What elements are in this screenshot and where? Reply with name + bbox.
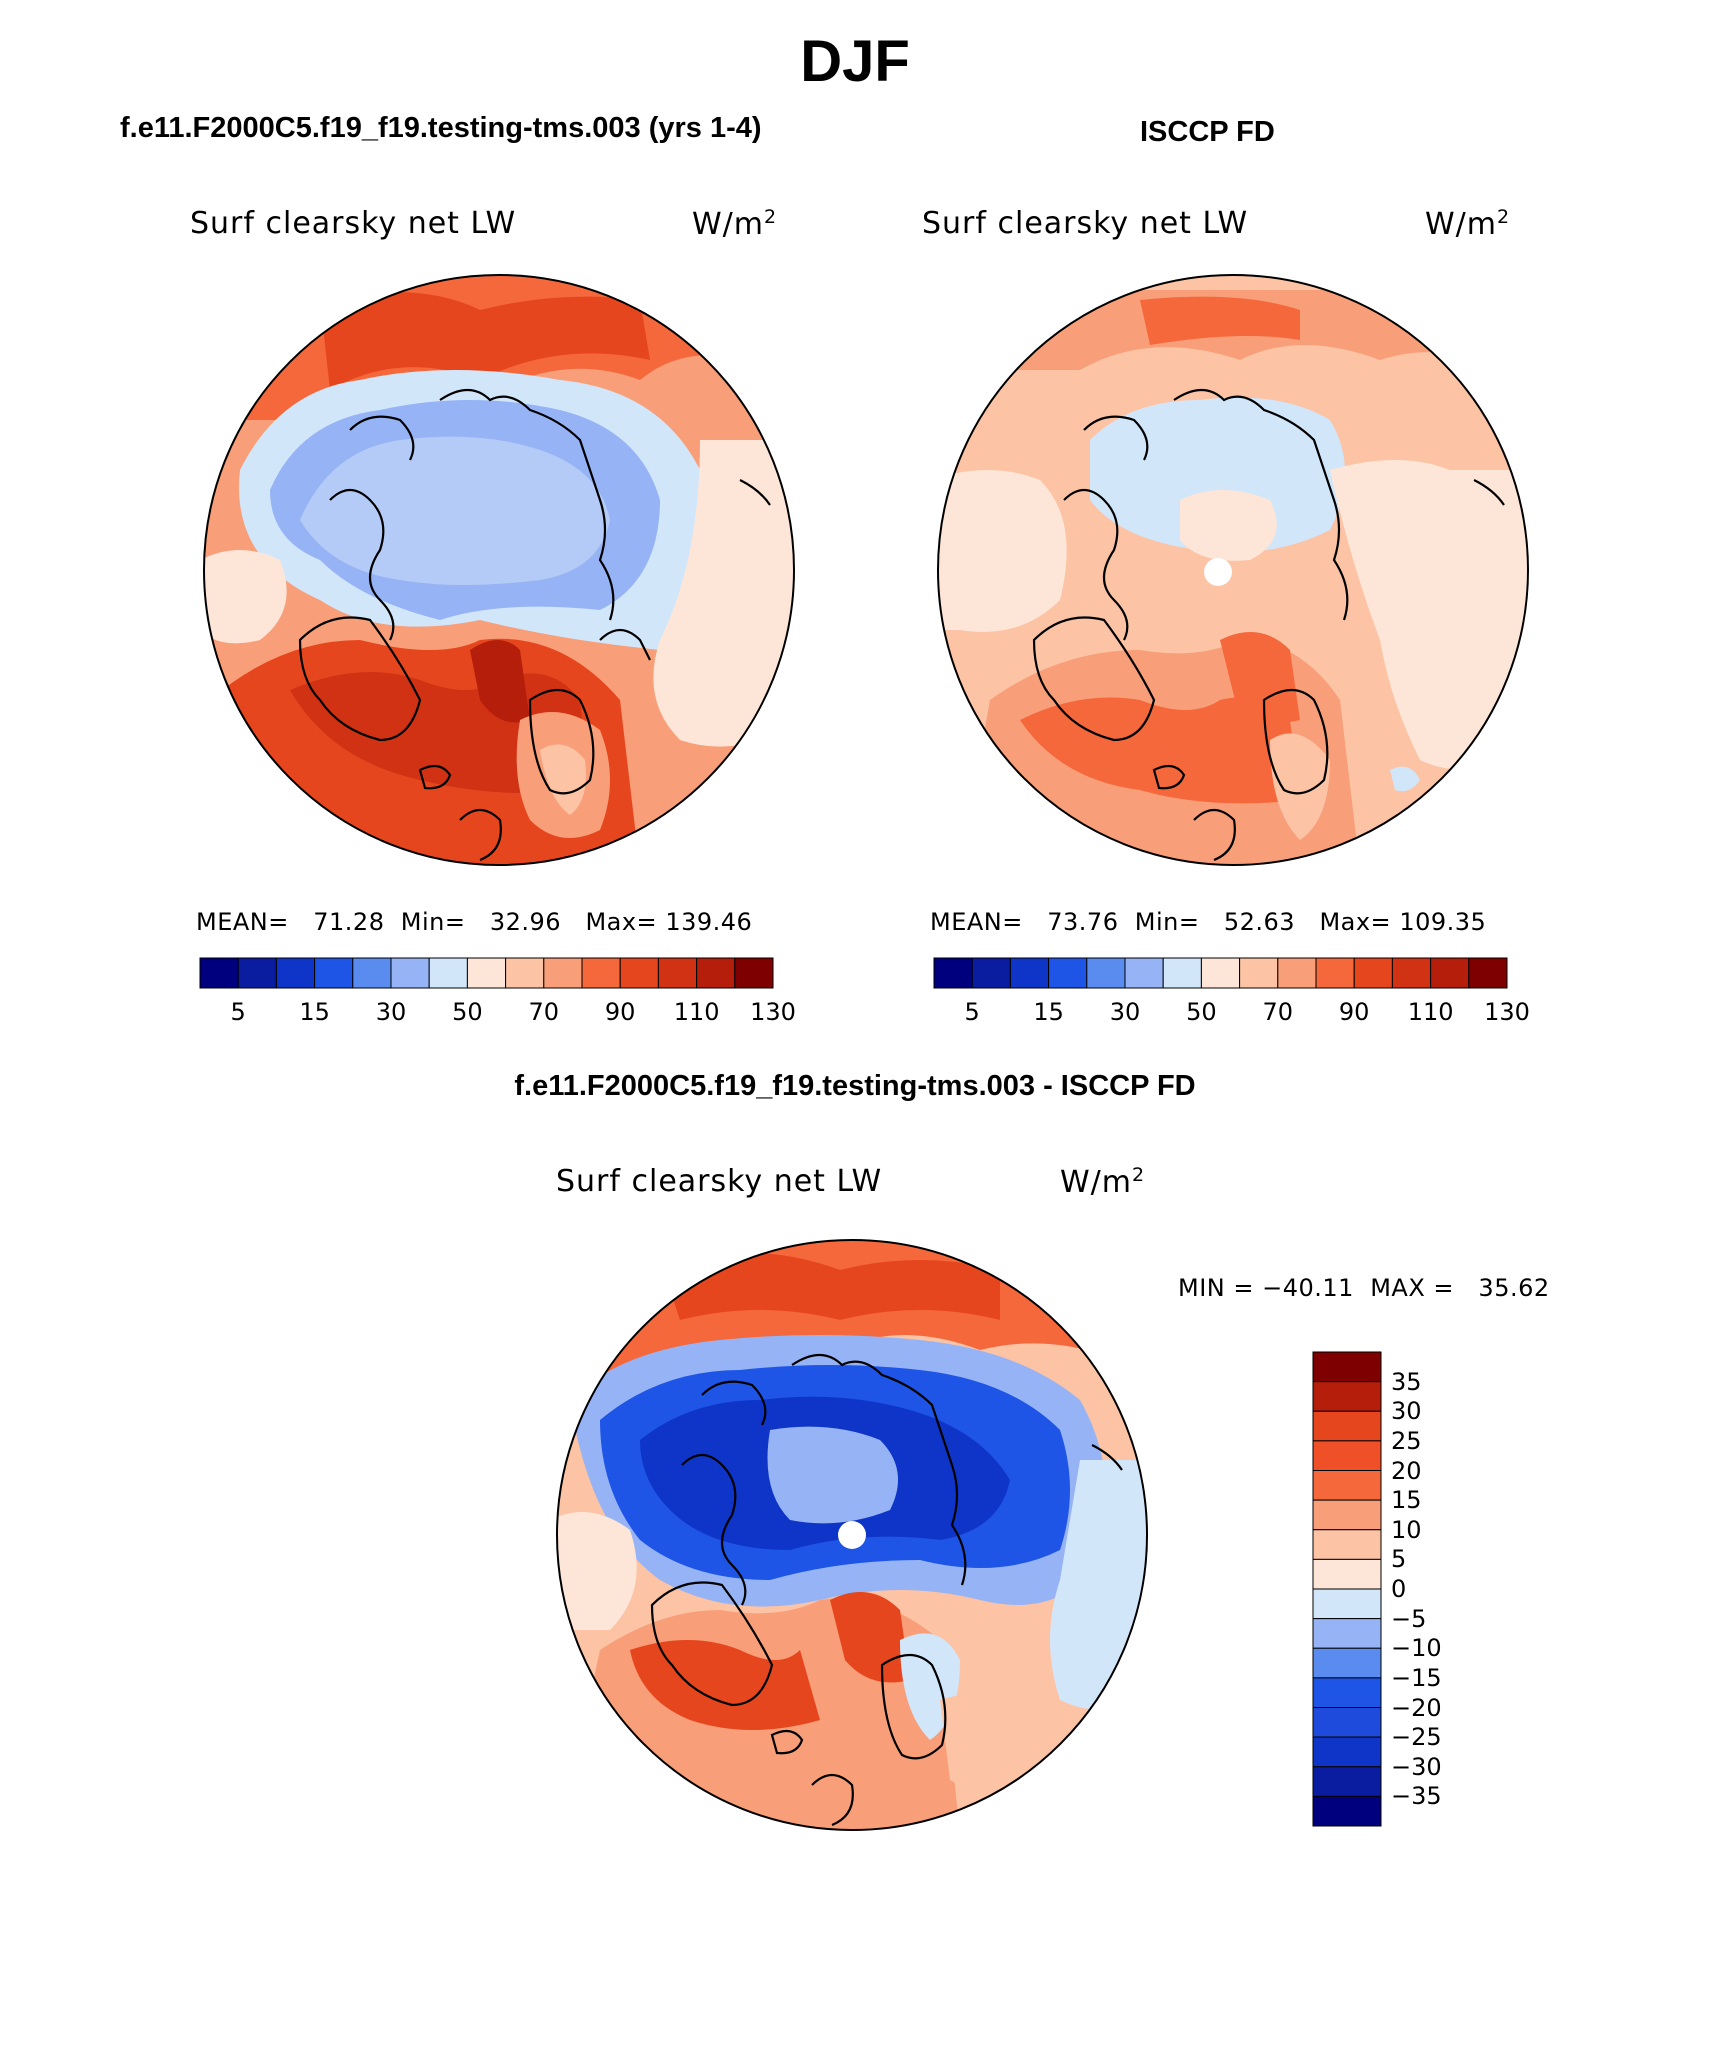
panel-1-colorbar-box xyxy=(696,957,736,989)
panel-3-colorbar-box xyxy=(1312,1618,1382,1649)
panel-2-colorbar-box xyxy=(1430,957,1470,989)
panel-2-colorbar-tick-label: 90 xyxy=(1338,998,1370,1026)
panel-2-colorbar-box xyxy=(1200,957,1241,989)
panel-1-colorbar-tick-label: 130 xyxy=(750,998,796,1026)
panel-1-colorbar-box xyxy=(505,957,545,989)
panel-2-colorbar-tick-label: 70 xyxy=(1262,998,1294,1026)
panel-3-colorbar-tick-label: 35 xyxy=(1391,1367,1422,1396)
panel-2-colorbar-tick-label: 15 xyxy=(1033,998,1064,1026)
panel-3-colorbar-tick-label: −5 xyxy=(1391,1604,1427,1633)
panel-1-colorbar-tick-label: 70 xyxy=(528,998,560,1026)
panel-3-polar-map xyxy=(556,1239,1148,1831)
panel-1-colorbar-tick-label: 90 xyxy=(604,998,636,1026)
panel-3-colorbar-tick-label: 5 xyxy=(1391,1545,1407,1574)
panel-2-colorbar-box xyxy=(1468,957,1508,989)
panel-1-colorbar-box xyxy=(275,957,316,989)
panel-2-colorbar-box xyxy=(1162,957,1202,989)
panel-2-colorbar-box xyxy=(1239,957,1279,989)
panel-3-colorbar-box xyxy=(1312,1588,1382,1620)
panel-1-colorbar-box xyxy=(237,957,277,989)
panel-3-colorbar-tick-label: 20 xyxy=(1391,1456,1422,1485)
panel-1-colorbar-box xyxy=(352,957,392,989)
panel-1-colorbar-tick-label: 50 xyxy=(452,998,483,1026)
panel-2-stats: MEAN= 73.76 Min= 52.63 Max= 109.35 xyxy=(930,908,1487,936)
panel-3-case-title: f.e11.F2000C5.f19_f19.testing-tms.003 - … xyxy=(514,1070,1196,1102)
panel-3-colorbar-tick-label: −20 xyxy=(1391,1693,1442,1722)
panel-2-colorbar-tick-label: 5 xyxy=(964,998,980,1026)
panel-3-colorbar-tick-label: 30 xyxy=(1391,1397,1422,1426)
panel-3-units: W/m2 xyxy=(1060,1164,1146,1200)
panel-1-colorbar-box xyxy=(428,957,468,989)
panel-1-colorbar-tick-label: 5 xyxy=(230,998,246,1026)
panel-2-colorbar-box xyxy=(1391,957,1432,989)
panel-1-colorbar xyxy=(199,957,774,989)
panel-3-colorbar-tick-label: 0 xyxy=(1391,1575,1407,1603)
panel-1-colorbar-box xyxy=(314,957,354,989)
panel-2-colorbar-box xyxy=(1277,957,1317,989)
panel-3-variable-label: Surf clearsky net LW xyxy=(556,1164,883,1199)
panel-2-colorbar-box xyxy=(971,957,1011,989)
panel-3-colorbar-box xyxy=(1312,1381,1382,1412)
panel-3-stats: MIN = −40.11 MAX = 35.62 xyxy=(1178,1274,1550,1302)
panel-1-colorbar-box xyxy=(543,957,583,989)
panel-1-colorbar-tick-label: 15 xyxy=(299,998,330,1026)
panel-2-case-title: ISCCP FD xyxy=(1140,116,1275,148)
panel-2-colorbar-box xyxy=(1086,957,1126,989)
panel-2-colorbar-tick-label: 130 xyxy=(1484,998,1530,1026)
panel-2-colorbar-tick-label: 30 xyxy=(1109,998,1141,1026)
panel-2-colorbar-tick-label: 50 xyxy=(1186,998,1217,1026)
panel-2-colorbar-box xyxy=(933,957,973,989)
panel-1-colorbar-box xyxy=(734,957,774,989)
panel-2-colorbar-box xyxy=(1315,957,1355,989)
panel-1-colorbar-box xyxy=(581,957,621,989)
panel-2-colorbar-box xyxy=(1124,957,1164,989)
panel-3-colorbar-box xyxy=(1312,1766,1382,1797)
panel-3-colorbar-box xyxy=(1312,1470,1382,1501)
panel-3-colorbar-box xyxy=(1312,1351,1382,1383)
panel-3-colorbar-box xyxy=(1312,1440,1382,1471)
panel-2-colorbar-box xyxy=(1009,957,1050,989)
panel-1-colorbar-tick-label: 110 xyxy=(673,998,720,1026)
panel-3-colorbar-tick-label: 10 xyxy=(1391,1515,1422,1544)
panel-2-colorbar-tick-label: 110 xyxy=(1407,998,1454,1026)
panel-2-colorbar xyxy=(933,957,1508,989)
panel-1-polar-map xyxy=(203,274,795,866)
panel-1-colorbar-box xyxy=(619,957,659,989)
panel-1-case-title: f.e11.F2000C5.f19_f19.testing-tms.003 (y… xyxy=(120,112,762,144)
panel-3-colorbar-tick-label: −25 xyxy=(1391,1723,1442,1752)
panel-1-units: W/m2 xyxy=(692,206,778,242)
panel-2-polar-map xyxy=(937,274,1529,866)
panel-3-colorbar xyxy=(1312,1351,1382,1827)
panel-3-colorbar-tick-label: −30 xyxy=(1391,1752,1442,1781)
panel-3-colorbar-box xyxy=(1312,1707,1382,1738)
panel-3-colorbar-tick-label: 15 xyxy=(1391,1486,1422,1515)
panel-3-colorbar-box xyxy=(1312,1499,1382,1531)
panel-1-colorbar-box xyxy=(199,957,239,989)
panel-3-colorbar-box xyxy=(1312,1795,1382,1827)
panel-3-colorbar-box xyxy=(1312,1736,1382,1768)
panel-3-colorbar-tick-label: −35 xyxy=(1391,1782,1442,1811)
panel-3-colorbar-box xyxy=(1312,1677,1382,1708)
panel-2-units: W/m2 xyxy=(1425,206,1511,242)
panel-3-colorbar-box xyxy=(1312,1529,1382,1560)
panel-3-colorbar-tick-label: −15 xyxy=(1391,1663,1442,1692)
panel-2-variable-label: Surf clearsky net LW xyxy=(922,206,1249,241)
panel-2-colorbar-box xyxy=(1048,957,1088,989)
panel-3-colorbar-tick-label: −10 xyxy=(1391,1634,1442,1663)
panel-1-stats: MEAN= 71.28 Min= 32.96 Max= 139.46 xyxy=(196,908,753,936)
panel-3-colorbar-tick-label: 25 xyxy=(1391,1426,1422,1455)
panel-3-colorbar-box xyxy=(1312,1647,1382,1679)
panel-2-colorbar-box xyxy=(1353,957,1393,989)
panel-1-colorbar-box xyxy=(466,957,507,989)
panel-1-colorbar-box xyxy=(657,957,698,989)
panel-1-colorbar-box xyxy=(390,957,430,989)
main-title: DJF xyxy=(800,29,910,94)
panel-3-colorbar-box xyxy=(1312,1558,1382,1590)
panel-1-colorbar-tick-label: 30 xyxy=(375,998,407,1026)
panel-3-colorbar-box xyxy=(1312,1410,1382,1442)
panel-1-variable-label: Surf clearsky net LW xyxy=(190,206,517,241)
